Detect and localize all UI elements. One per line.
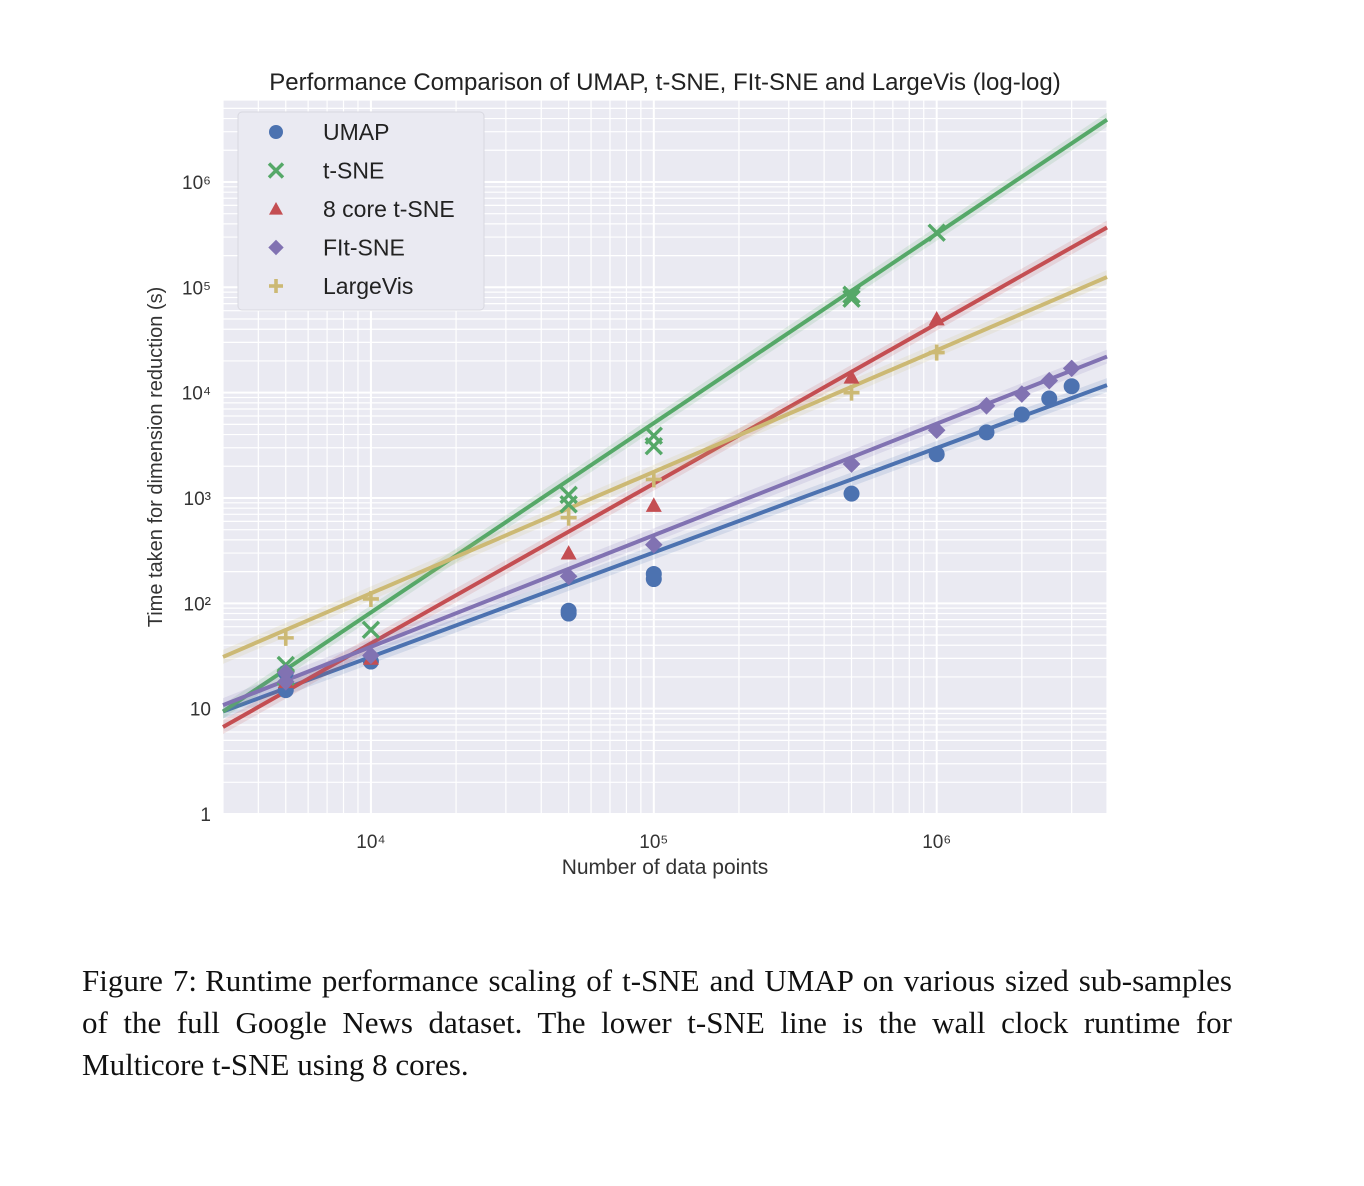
y-tick-label: 10⁵ [182, 278, 211, 299]
y-tick-label: 10³ [184, 489, 211, 510]
figure-caption: Figure 7: Runtime performance scaling of … [82, 960, 1232, 1086]
legend: UMAP t-SNE 8 core t-SNE FIt-SNE LargeVis [237, 111, 485, 311]
data-point-x [644, 437, 664, 456]
x-axis-label: Number of data points [562, 856, 769, 879]
legend-label: FIt-SNE [323, 235, 405, 261]
legend-label: LargeVis [323, 273, 413, 299]
caption-label: Figure 7: [82, 963, 198, 998]
tick-labels: 10⁴ 10⁵ 10⁶ 1 10 10² 10³ 10⁴ 10⁵ 10⁶ [182, 173, 951, 853]
data-point-plus [362, 590, 379, 607]
data-point-diamond [1013, 385, 1031, 403]
data-point-circle [843, 485, 860, 502]
data-point-diamond [1040, 371, 1059, 390]
data-point-circle [1013, 406, 1030, 423]
fit-lines [221, 112, 1109, 734]
fit-line [222, 354, 1108, 708]
data-point-triangle [560, 545, 577, 560]
runtime-chart: Performance Comparison of UMAP, t-SNE, F… [145, 69, 1109, 879]
data-point-diamond [977, 397, 996, 415]
x-tick-label: 10⁶ [922, 832, 951, 853]
fit-line [221, 118, 1109, 714]
data-point-circle [1041, 390, 1058, 407]
y-tick-label: 10⁴ [182, 384, 211, 405]
data-point-diamond [276, 672, 295, 691]
data-point-x [361, 620, 381, 640]
legend-marker-diamond [268, 239, 284, 256]
legend-label: 8 core t-SNE [323, 196, 455, 222]
legend-marker-triangle [269, 202, 283, 215]
legend-marker-x [267, 162, 285, 179]
y-tick-label: 10² [184, 594, 211, 615]
y-tick-label: 1 [200, 805, 211, 826]
data-point-x [559, 495, 578, 514]
fit-line [222, 225, 1108, 729]
data-point-triangle [645, 497, 662, 512]
data-point-diamond [276, 663, 295, 682]
legend-marker-plus [269, 279, 283, 293]
data-point-x [842, 285, 861, 304]
data-point-diamond [559, 567, 578, 586]
data-point-diamond [842, 455, 861, 473]
data-point-plus [928, 344, 945, 361]
y-axis-label: Time taken for dimension reduction (s) [145, 287, 167, 628]
data-point-triangle [843, 369, 860, 384]
data-point-plus [645, 471, 662, 488]
chart-title: Performance Comparison of UMAP, t-SNE, F… [269, 69, 1060, 96]
data-point-circle [560, 602, 577, 619]
caption-text: Runtime performance scaling of t-SNE and… [82, 963, 1232, 1082]
data-point-x [927, 223, 946, 242]
data-point-plus [560, 509, 577, 526]
data-point-diamond [645, 535, 663, 554]
data-point-x [842, 289, 861, 308]
data-point-circle [978, 424, 995, 441]
data-point-plus [277, 629, 294, 646]
y-tick-label: 10⁶ [182, 173, 211, 194]
x-tick-label: 10⁴ [356, 832, 385, 853]
data-point-circle [1063, 378, 1080, 395]
data-point-circle [928, 446, 945, 463]
data-point-diamond [1062, 359, 1081, 378]
y-tick-label: 10 [190, 700, 211, 721]
x-tick-label: 10⁵ [639, 832, 668, 853]
data-point-diamond [362, 646, 380, 665]
legend-label: UMAP [323, 119, 389, 145]
data-point-diamond [927, 421, 946, 440]
data-point-triangle [928, 311, 945, 326]
legend-marker-circle [269, 125, 283, 139]
legend-box [237, 111, 485, 311]
data-point-circle [645, 565, 662, 582]
data-points [276, 223, 1081, 699]
data-point-plus [843, 384, 860, 401]
legend-label: t-SNE [323, 158, 384, 184]
